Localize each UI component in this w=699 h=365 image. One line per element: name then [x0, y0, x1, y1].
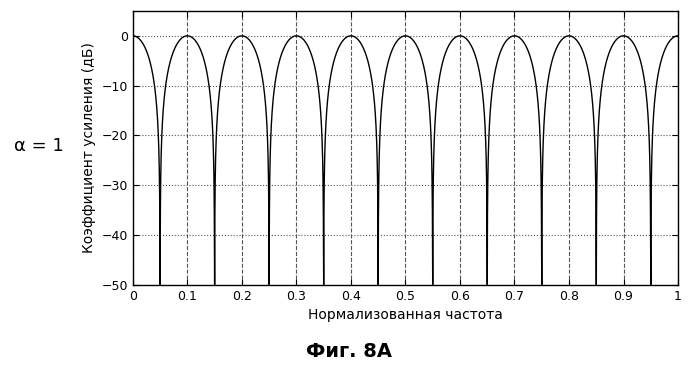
Text: α = 1: α = 1 — [14, 137, 64, 155]
X-axis label: Нормализованная частота: Нормализованная частота — [308, 308, 503, 322]
Y-axis label: Коэффициент усиления (дБ): Коэффициент усиления (дБ) — [82, 42, 96, 253]
Text: Фиг. 8А: Фиг. 8А — [306, 342, 393, 361]
